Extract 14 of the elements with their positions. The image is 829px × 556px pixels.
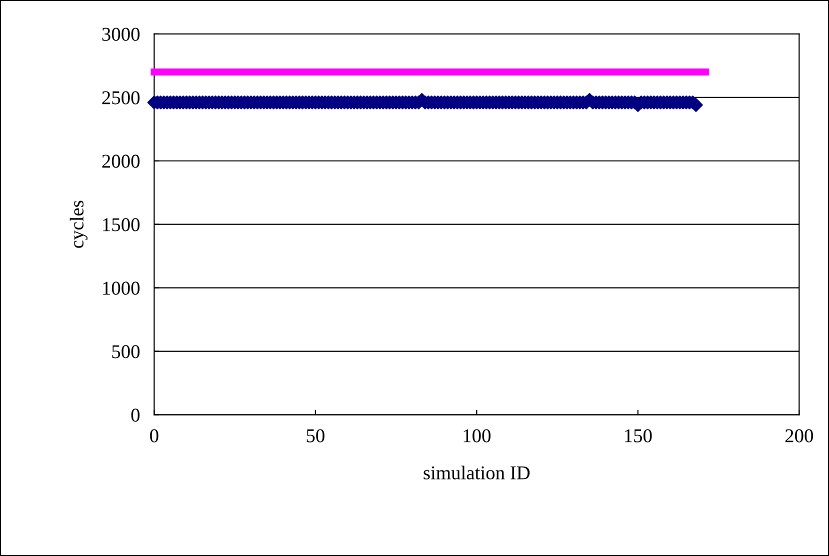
y-tick-label: 1500 [103, 218, 140, 232]
y-tick-label: 1000 [103, 282, 140, 295]
x-tick-label: 150 [625, 429, 652, 442]
x-axis-title: simulation ID [424, 466, 530, 480]
x-tick-label: 0 [150, 429, 158, 442]
y-axis-title: cycles [70, 200, 88, 248]
x-tick-label: 50 [306, 429, 324, 442]
x-tick-label: 200 [785, 429, 813, 442]
y-tick-label: 2000 [102, 154, 140, 168]
y-tick-label: 3000 [102, 28, 140, 41]
x-tick-label: 100 [464, 429, 491, 442]
y-tick-label: 2500 [102, 91, 140, 104]
y-tick-label: 500 [112, 345, 140, 358]
y-tick-label: 0 [131, 408, 140, 422]
